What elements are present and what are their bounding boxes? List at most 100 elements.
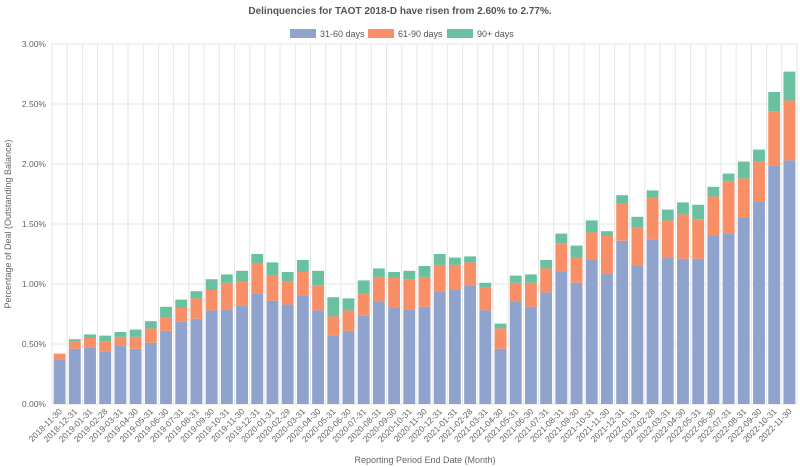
bar-segment — [251, 293, 264, 404]
bar-segment — [236, 270, 248, 282]
bar-segment — [266, 300, 279, 404]
bar-segment — [114, 332, 127, 337]
bar-segment — [494, 348, 507, 404]
bar-segment — [372, 276, 385, 302]
bar-segment — [372, 302, 385, 404]
y-tick-label: 1.00% — [22, 279, 47, 289]
bar-segment — [296, 296, 309, 404]
bar-segment — [342, 298, 355, 311]
bar-segment — [251, 254, 264, 264]
gridlines — [51, 43, 798, 405]
bar-segment — [616, 195, 629, 204]
bar-segment — [479, 287, 492, 311]
bar-segment — [296, 260, 309, 272]
y-tick-label: 0.00% — [22, 399, 47, 409]
bar-segment — [68, 348, 81, 404]
bar-segment — [175, 299, 188, 308]
bar-segment — [266, 275, 279, 301]
y-axis-ticks: 0.00% 0.50% 1.00% 1.50% 2.00% 2.50% 3.00% — [22, 39, 47, 409]
bar-segment — [677, 202, 689, 215]
y-tick-label: 2.50% — [22, 99, 47, 109]
bar-segment — [84, 338, 96, 348]
bar-segment — [464, 285, 477, 404]
bar-segment — [540, 260, 553, 269]
bar-segment — [388, 308, 401, 404]
bar-segment — [312, 310, 325, 404]
bar-segment — [661, 257, 674, 404]
bar-segment — [99, 335, 112, 342]
bar-segment — [524, 282, 537, 307]
bar-segment — [464, 262, 477, 286]
legend-swatch — [368, 29, 394, 38]
bar-segment — [494, 328, 507, 349]
y-tick-label: 0.50% — [22, 339, 47, 349]
bar-segment — [722, 233, 735, 404]
bar-segment — [114, 345, 127, 404]
bar-segment — [646, 190, 659, 198]
bar-segment — [768, 92, 781, 112]
bar-segment — [631, 266, 644, 404]
bar-segment — [53, 353, 66, 360]
bar-segment — [327, 297, 340, 317]
bar-segment — [616, 240, 629, 404]
bar-segment — [281, 272, 294, 282]
bar-segment — [631, 216, 644, 228]
bar-segment — [266, 262, 279, 276]
bar-segment — [220, 282, 233, 310]
bar-segment — [296, 272, 309, 296]
bar-segment — [479, 310, 492, 404]
bar-segment — [84, 347, 96, 404]
bar-segment — [555, 233, 568, 244]
bar-segment — [737, 178, 750, 218]
bar-segment — [68, 341, 81, 349]
y-axis-title: Percentage of Deal (Outstanding Balance) — [3, 139, 13, 308]
bar-segment — [509, 275, 522, 283]
bar-segment — [372, 268, 385, 277]
legend-label: 61-90 days — [398, 29, 443, 39]
bar-segment — [403, 309, 416, 404]
bar-segment — [692, 258, 705, 404]
bar-segment — [479, 282, 492, 288]
bar-segment — [509, 282, 522, 302]
legend-swatch — [290, 29, 316, 38]
bar-segment — [236, 305, 248, 404]
bar-segment — [601, 231, 613, 236]
bar-segment — [448, 264, 461, 290]
bar-segment — [388, 278, 401, 308]
bar-segment — [160, 317, 172, 331]
chart-title: Delinquencies for TAOT 2018-D have risen… — [248, 6, 551, 17]
legend: 31-60 days 61-90 days 90+ days — [290, 29, 514, 39]
bars — [53, 71, 796, 404]
bar-segment — [342, 310, 355, 331]
bar-segment — [585, 260, 598, 404]
bar-segment — [661, 209, 674, 221]
bar-segment — [190, 298, 203, 319]
bar-segment — [540, 292, 553, 404]
y-tick-label: 2.00% — [22, 159, 47, 169]
bar-segment — [220, 274, 233, 283]
bar-segment — [281, 281, 294, 305]
bar-segment — [753, 201, 765, 404]
bar-segment — [555, 272, 568, 404]
bar-segment — [418, 266, 431, 277]
bar-segment — [433, 291, 446, 404]
bar-segment — [251, 263, 264, 294]
bar-segment — [753, 161, 765, 202]
bar-segment — [312, 285, 325, 311]
bar-segment — [768, 111, 781, 166]
bar-segment — [433, 264, 446, 292]
bar-segment — [403, 270, 416, 280]
bar-segment — [114, 336, 127, 346]
bar-segment — [357, 293, 370, 316]
bar-segment — [448, 257, 461, 265]
bar-segment — [661, 220, 674, 258]
bar-segment — [68, 339, 81, 342]
bar-segment — [160, 330, 172, 404]
bar-segment — [692, 204, 705, 220]
bar-segment — [144, 321, 157, 329]
bar-segment — [631, 227, 644, 266]
bar-segment — [707, 186, 720, 197]
bar-segment — [753, 149, 765, 162]
bar-segment — [160, 306, 172, 318]
